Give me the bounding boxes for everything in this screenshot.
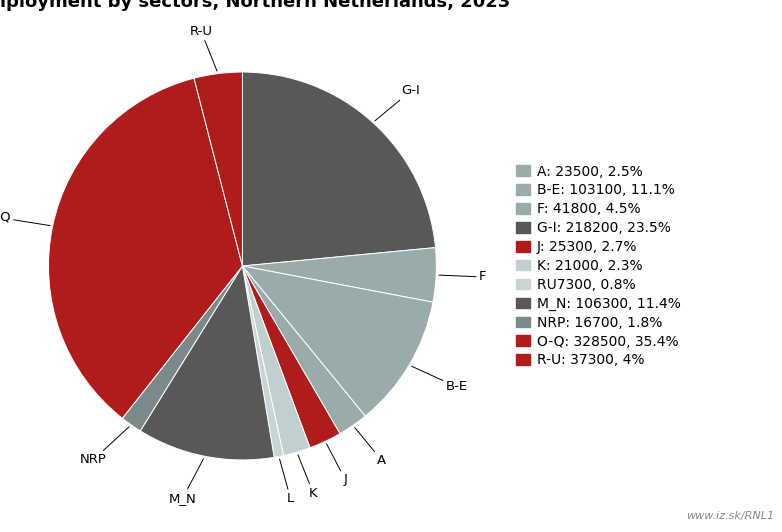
Wedge shape [242,266,365,434]
Wedge shape [242,266,310,455]
Wedge shape [48,78,242,418]
Legend: A: 23500, 2.5%, B-E: 103100, 11.1%, F: 41800, 4.5%, G-I: 218200, 23.5%, J: 25300: A: 23500, 2.5%, B-E: 103100, 11.1%, F: 4… [516,164,681,368]
Wedge shape [194,72,242,266]
Title: Employment by sectors, Northern Netherlands, 2023: Employment by sectors, Northern Netherla… [0,0,510,11]
Wedge shape [242,72,436,266]
Text: www.iz.sk/RNL1: www.iz.sk/RNL1 [686,511,774,521]
Wedge shape [242,266,433,416]
Text: B-E: B-E [411,366,468,393]
Wedge shape [242,266,284,458]
Wedge shape [140,266,274,460]
Text: NRP: NRP [80,427,129,466]
Text: A: A [355,428,386,467]
Text: L: L [280,459,294,505]
Text: G-I: G-I [375,85,421,121]
Wedge shape [122,266,242,431]
Text: M_N: M_N [169,459,203,505]
Wedge shape [242,247,436,302]
Text: O-Q: O-Q [0,211,50,226]
Text: J: J [327,444,347,486]
Wedge shape [242,266,340,448]
Text: K: K [298,455,317,500]
Text: F: F [439,270,486,284]
Text: R-U: R-U [190,25,217,71]
